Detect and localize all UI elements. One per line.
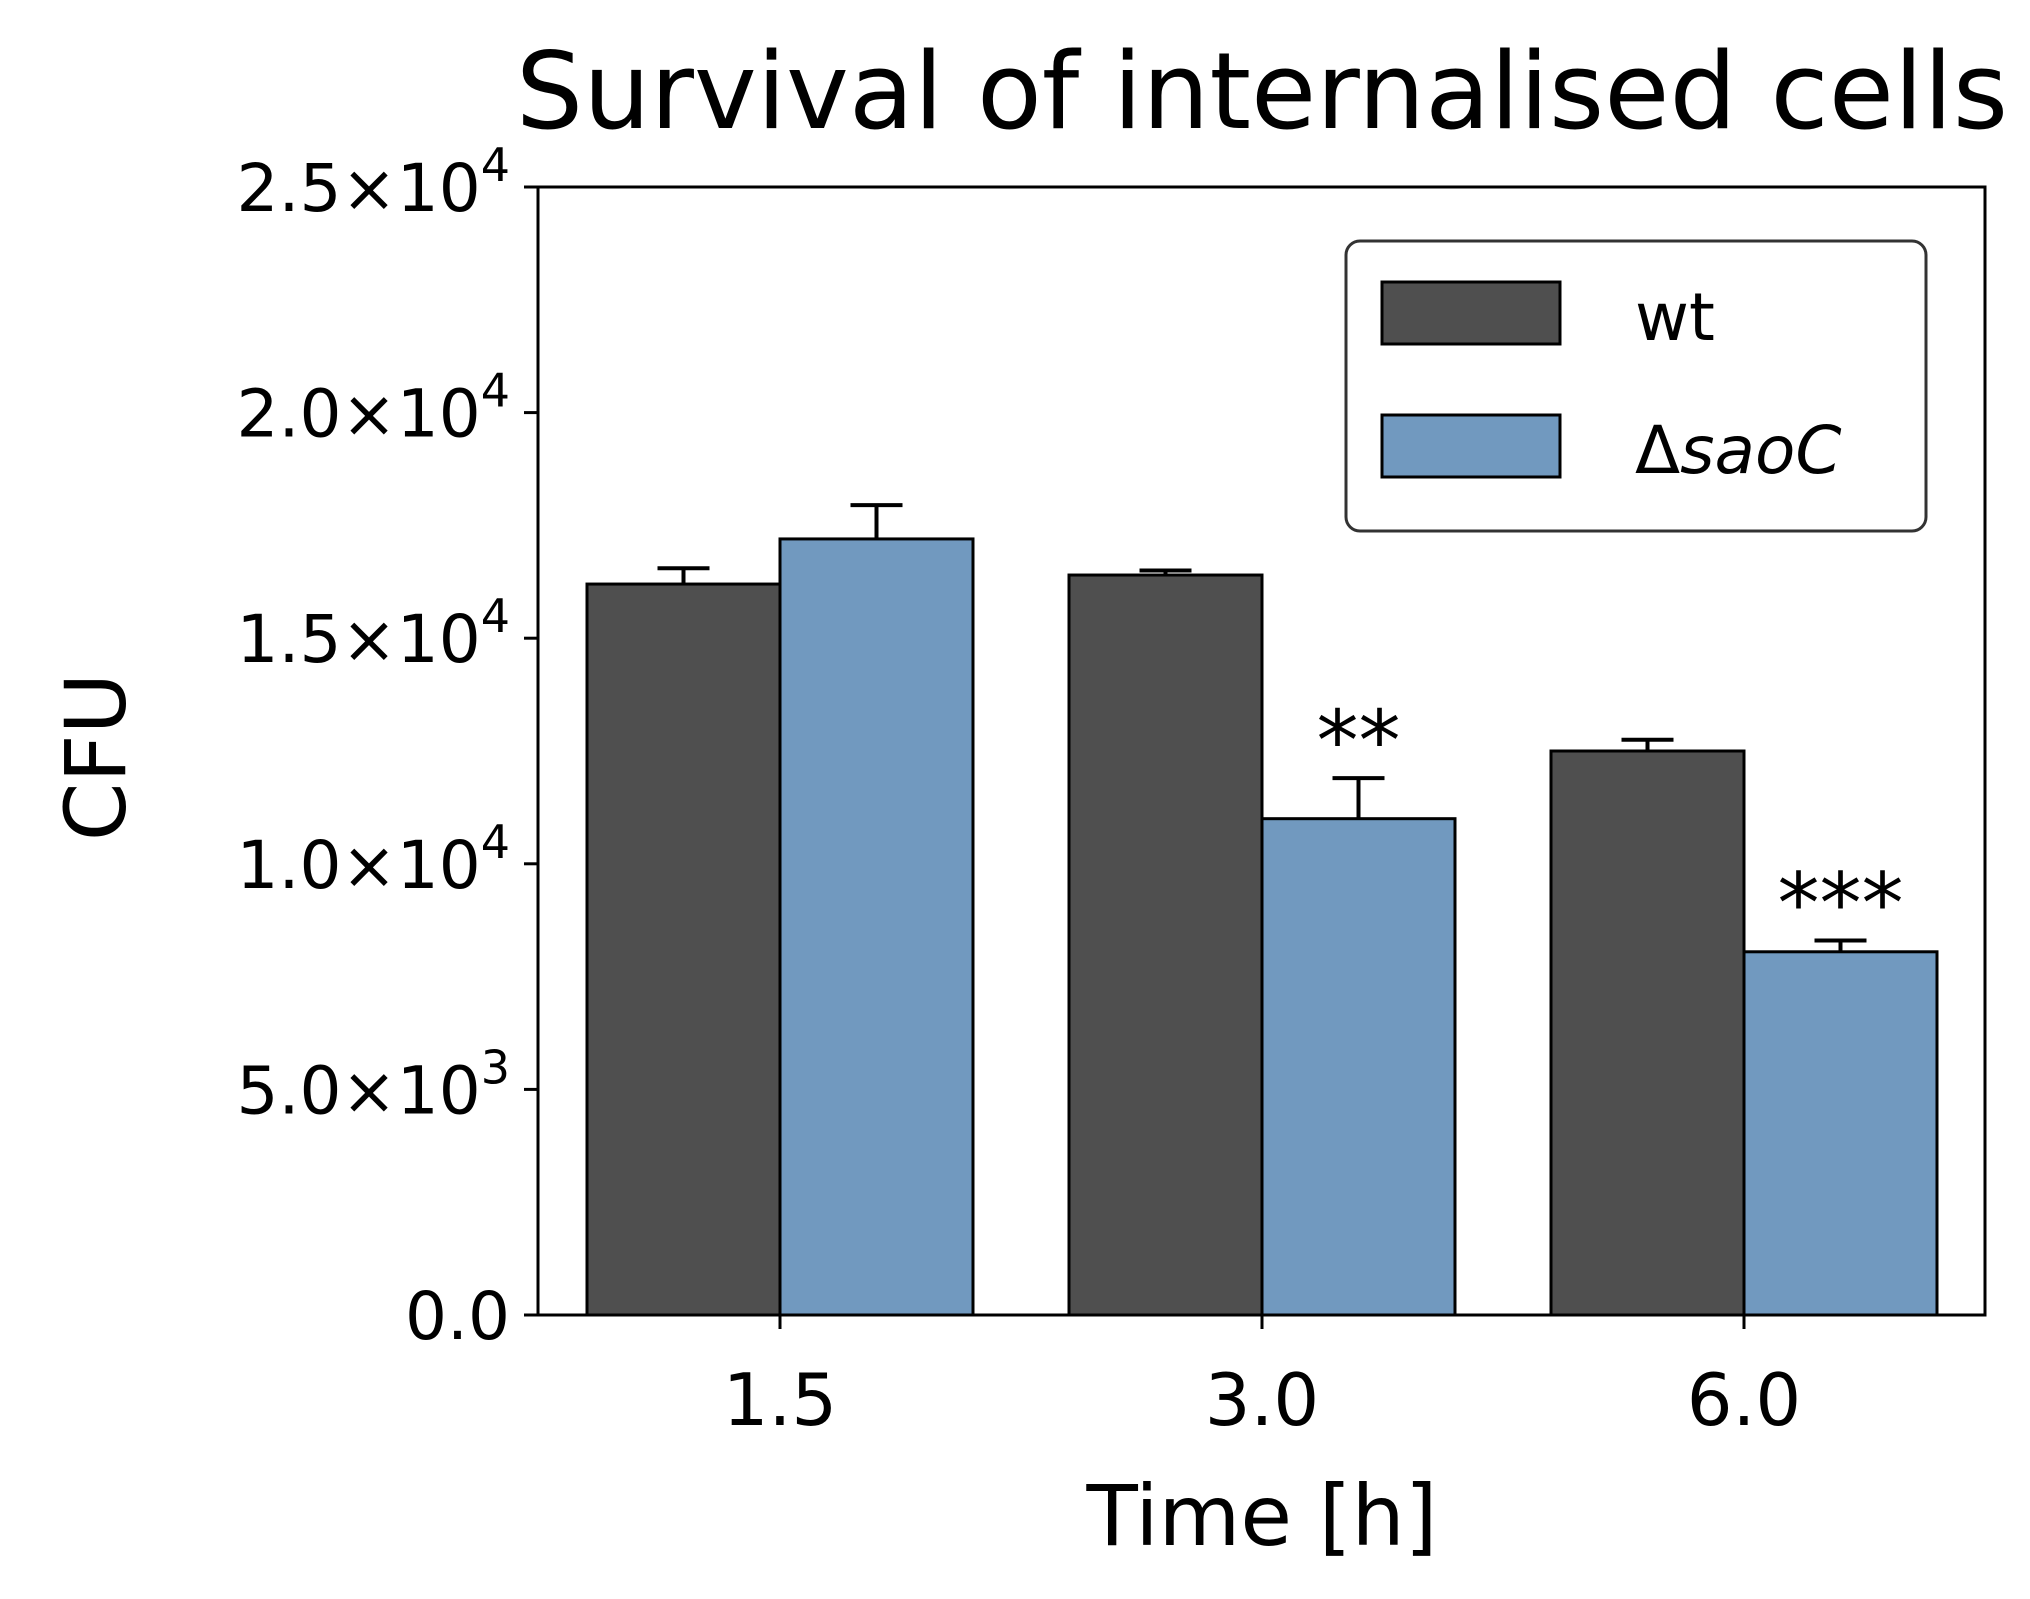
- error-bar-wt-1-5: [657, 566, 710, 585]
- x-tick-label: 6.0: [1687, 1358, 1802, 1442]
- bar-delta-saoc-3-0: [1260, 817, 1457, 1317]
- x-tick-label: 1.5: [723, 1358, 838, 1442]
- x-tick-label: 3.0: [1205, 1358, 1320, 1442]
- error-bars-layer: [657, 503, 1867, 952]
- bar-delta-saoc-6-0: [1742, 950, 1939, 1317]
- x-axis-label: Time [h]: [1085, 1467, 1437, 1565]
- error-bar-wt-6-0: [1621, 737, 1674, 751]
- legend-label-wt: wt: [1635, 279, 1715, 356]
- y-axis-label: CFU: [47, 673, 145, 841]
- y-tick-label: 0.0: [405, 1278, 510, 1355]
- bars-layer: [585, 537, 1939, 1317]
- bar-delta-saoc-1-5: [778, 537, 975, 1317]
- error-bar-delta-saoc-1-5: [850, 503, 903, 539]
- chart-title: Survival of internalised cells: [516, 30, 2008, 153]
- bar-wt-1-5: [585, 582, 782, 1317]
- bar-wt-6-0: [1549, 749, 1746, 1317]
- significance-marker: ***: [1778, 855, 1904, 953]
- legend-label-delta-saoc: ΔsaoC: [1635, 412, 1841, 489]
- bar-wt-3-0: [1067, 573, 1264, 1317]
- y-tick-label: 1.0×104: [236, 815, 510, 904]
- legend-swatch-wt: [1380, 280, 1562, 346]
- error-bar-delta-saoc-6-0: [1814, 938, 1867, 952]
- legend-swatch-delta-saoc: [1380, 413, 1562, 479]
- y-tick-label: 2.5×104: [236, 138, 510, 227]
- y-tick-label: 2.0×104: [236, 364, 510, 453]
- y-axis-ticks: 0.0 5.0×103 1.0×104 1.5×104 2.0×104 2.5×104: [236, 138, 538, 1355]
- y-tick-label: 5.0×103: [236, 1040, 510, 1129]
- legend: wt ΔsaoC: [1344, 239, 1928, 533]
- x-axis-ticks: 1.5 3.0 6.0: [723, 1315, 1802, 1442]
- error-bar-delta-saoc-3-0: [1332, 776, 1385, 819]
- error-bar-wt-3-0: [1139, 568, 1192, 576]
- significance-marker: **: [1317, 692, 1401, 790]
- significance-annotations: *****: [1317, 692, 1904, 952]
- y-tick-label: 1.5×104: [236, 589, 510, 678]
